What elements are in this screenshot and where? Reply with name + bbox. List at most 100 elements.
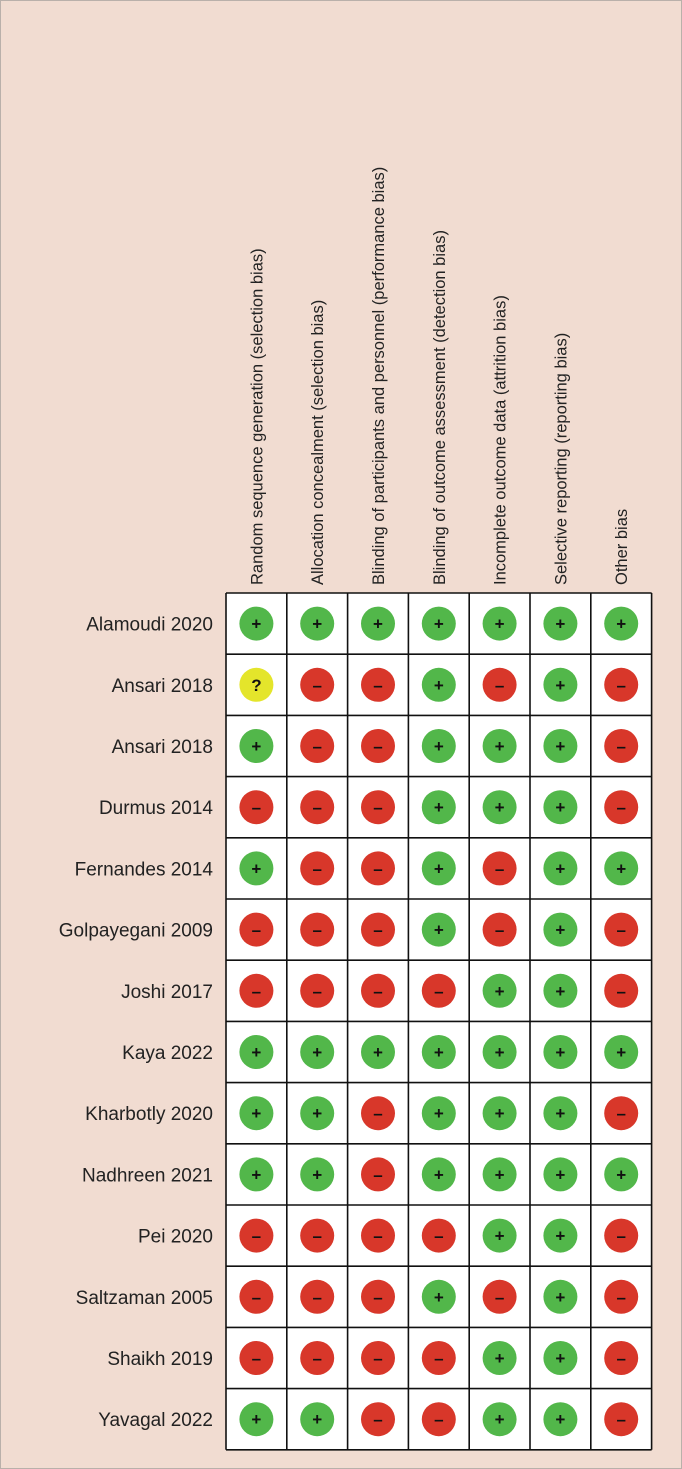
rating-symbol: + — [434, 798, 444, 817]
rating-circle — [239, 729, 274, 763]
rating-symbol: – — [373, 737, 382, 756]
rating-symbol: + — [616, 1165, 626, 1184]
rating-circle — [361, 1218, 395, 1253]
rating-symbol: – — [373, 1288, 382, 1307]
domain-header: Blinding of participants and personnel (… — [370, 167, 388, 585]
rating-symbol: – — [312, 982, 321, 1001]
rating-circle — [239, 912, 274, 947]
rating-symbol: + — [312, 1043, 322, 1062]
rating-symbol: + — [495, 798, 505, 817]
rating-symbol: + — [555, 798, 565, 817]
rating-symbol: + — [616, 1043, 626, 1062]
rating-symbol: + — [495, 1043, 505, 1062]
rating-circle — [604, 1096, 639, 1131]
rating-circle — [604, 1157, 639, 1192]
rating-circle — [361, 606, 395, 641]
rating-circle — [604, 790, 639, 825]
rating-symbol: + — [555, 1165, 565, 1184]
rating-circle — [482, 1157, 517, 1192]
rating-symbol: + — [434, 1165, 444, 1184]
rating-circle — [421, 1096, 456, 1131]
rating-symbol: – — [312, 1227, 321, 1246]
domain-header: Selective reporting (reporting bias) — [552, 333, 570, 585]
rating-circle — [482, 851, 517, 886]
rating-symbol: – — [312, 676, 321, 695]
domain-header: Incomplete outcome data (attrition bias) — [492, 295, 510, 585]
rating-symbol: – — [312, 921, 321, 940]
rating-circle — [482, 1402, 517, 1437]
rating-circle — [543, 729, 578, 763]
rating-symbol: – — [373, 798, 382, 817]
rating-circle — [239, 1035, 274, 1069]
rating-symbol: – — [495, 676, 504, 695]
rating-symbol: – — [252, 1349, 261, 1368]
rating-symbol: – — [434, 1410, 443, 1429]
study-label: Kaya 2022 — [122, 1043, 213, 1064]
rating-circle — [239, 973, 274, 1008]
rating-circle — [482, 1035, 517, 1069]
rating-symbol: – — [616, 737, 625, 756]
rating-symbol: – — [616, 921, 625, 940]
rating-symbol: + — [434, 859, 444, 878]
rating-circle — [421, 1157, 456, 1192]
rating-symbol: + — [495, 1104, 505, 1123]
domain-header: Blinding of outcome assessment (detectio… — [431, 230, 449, 585]
rating-symbol: + — [495, 1410, 505, 1429]
rating-symbol: + — [251, 1104, 261, 1123]
rating-symbol: + — [251, 1165, 261, 1184]
rating-symbol: – — [616, 1288, 625, 1307]
rating-symbol: – — [252, 1227, 261, 1246]
rating-symbol: + — [312, 1165, 322, 1184]
study-label: Joshi 2017 — [121, 982, 213, 1003]
rating-symbol: – — [616, 798, 625, 817]
rating-symbol: + — [616, 859, 626, 878]
rating-symbol: ? — [251, 676, 261, 695]
rating-circle — [543, 1157, 578, 1192]
rating-symbol: – — [434, 982, 443, 1001]
rating-circle — [604, 729, 639, 763]
rating-circle — [482, 667, 517, 702]
rating-symbol: + — [555, 615, 565, 634]
rating-symbol: + — [555, 676, 565, 695]
rating-symbol: + — [434, 615, 444, 634]
rating-circle — [300, 790, 335, 825]
study-label: Shaikh 2019 — [107, 1349, 213, 1370]
rating-circle — [300, 912, 335, 947]
rating-circle — [482, 790, 517, 825]
rating-symbol: – — [373, 676, 382, 695]
rating-symbol: + — [555, 1349, 565, 1368]
rating-symbol: – — [373, 1349, 382, 1368]
study-label: Golpayegani 2009 — [59, 921, 213, 942]
rating-symbol: + — [434, 921, 444, 940]
study-label: Fernandes 2014 — [75, 859, 214, 880]
rating-symbol: + — [555, 1104, 565, 1123]
rating-circle — [604, 667, 639, 702]
rating-symbol: – — [373, 982, 382, 1001]
rating-symbol: – — [373, 1227, 382, 1246]
rating-symbol: + — [555, 859, 565, 878]
rating-symbol: + — [434, 676, 444, 695]
rating-symbol: + — [251, 1043, 261, 1062]
rating-circle — [239, 790, 274, 825]
study-label: Yavagal 2022 — [98, 1410, 213, 1431]
rating-circle — [482, 1279, 517, 1314]
rating-circle — [604, 1218, 639, 1253]
rating-circle — [239, 1402, 274, 1437]
study-label: Kharbotly 2020 — [85, 1104, 213, 1125]
study-label: Pei 2020 — [138, 1227, 213, 1248]
rating-circle — [604, 1035, 639, 1069]
rating-circle — [604, 1402, 639, 1437]
rating-circle — [482, 1341, 517, 1375]
rating-circle — [421, 1035, 456, 1069]
rating-circle — [482, 729, 517, 763]
rating-symbol: + — [555, 737, 565, 756]
rating-circle — [300, 1035, 335, 1069]
rating-symbol: – — [495, 1288, 504, 1307]
rating-circle — [361, 851, 395, 886]
rating-circle — [239, 1279, 274, 1314]
rating-symbol: + — [434, 1104, 444, 1123]
rating-symbol: + — [251, 615, 261, 634]
rating-circle — [300, 729, 335, 763]
rating-circle — [239, 1218, 274, 1253]
rating-symbol: – — [434, 1349, 443, 1368]
